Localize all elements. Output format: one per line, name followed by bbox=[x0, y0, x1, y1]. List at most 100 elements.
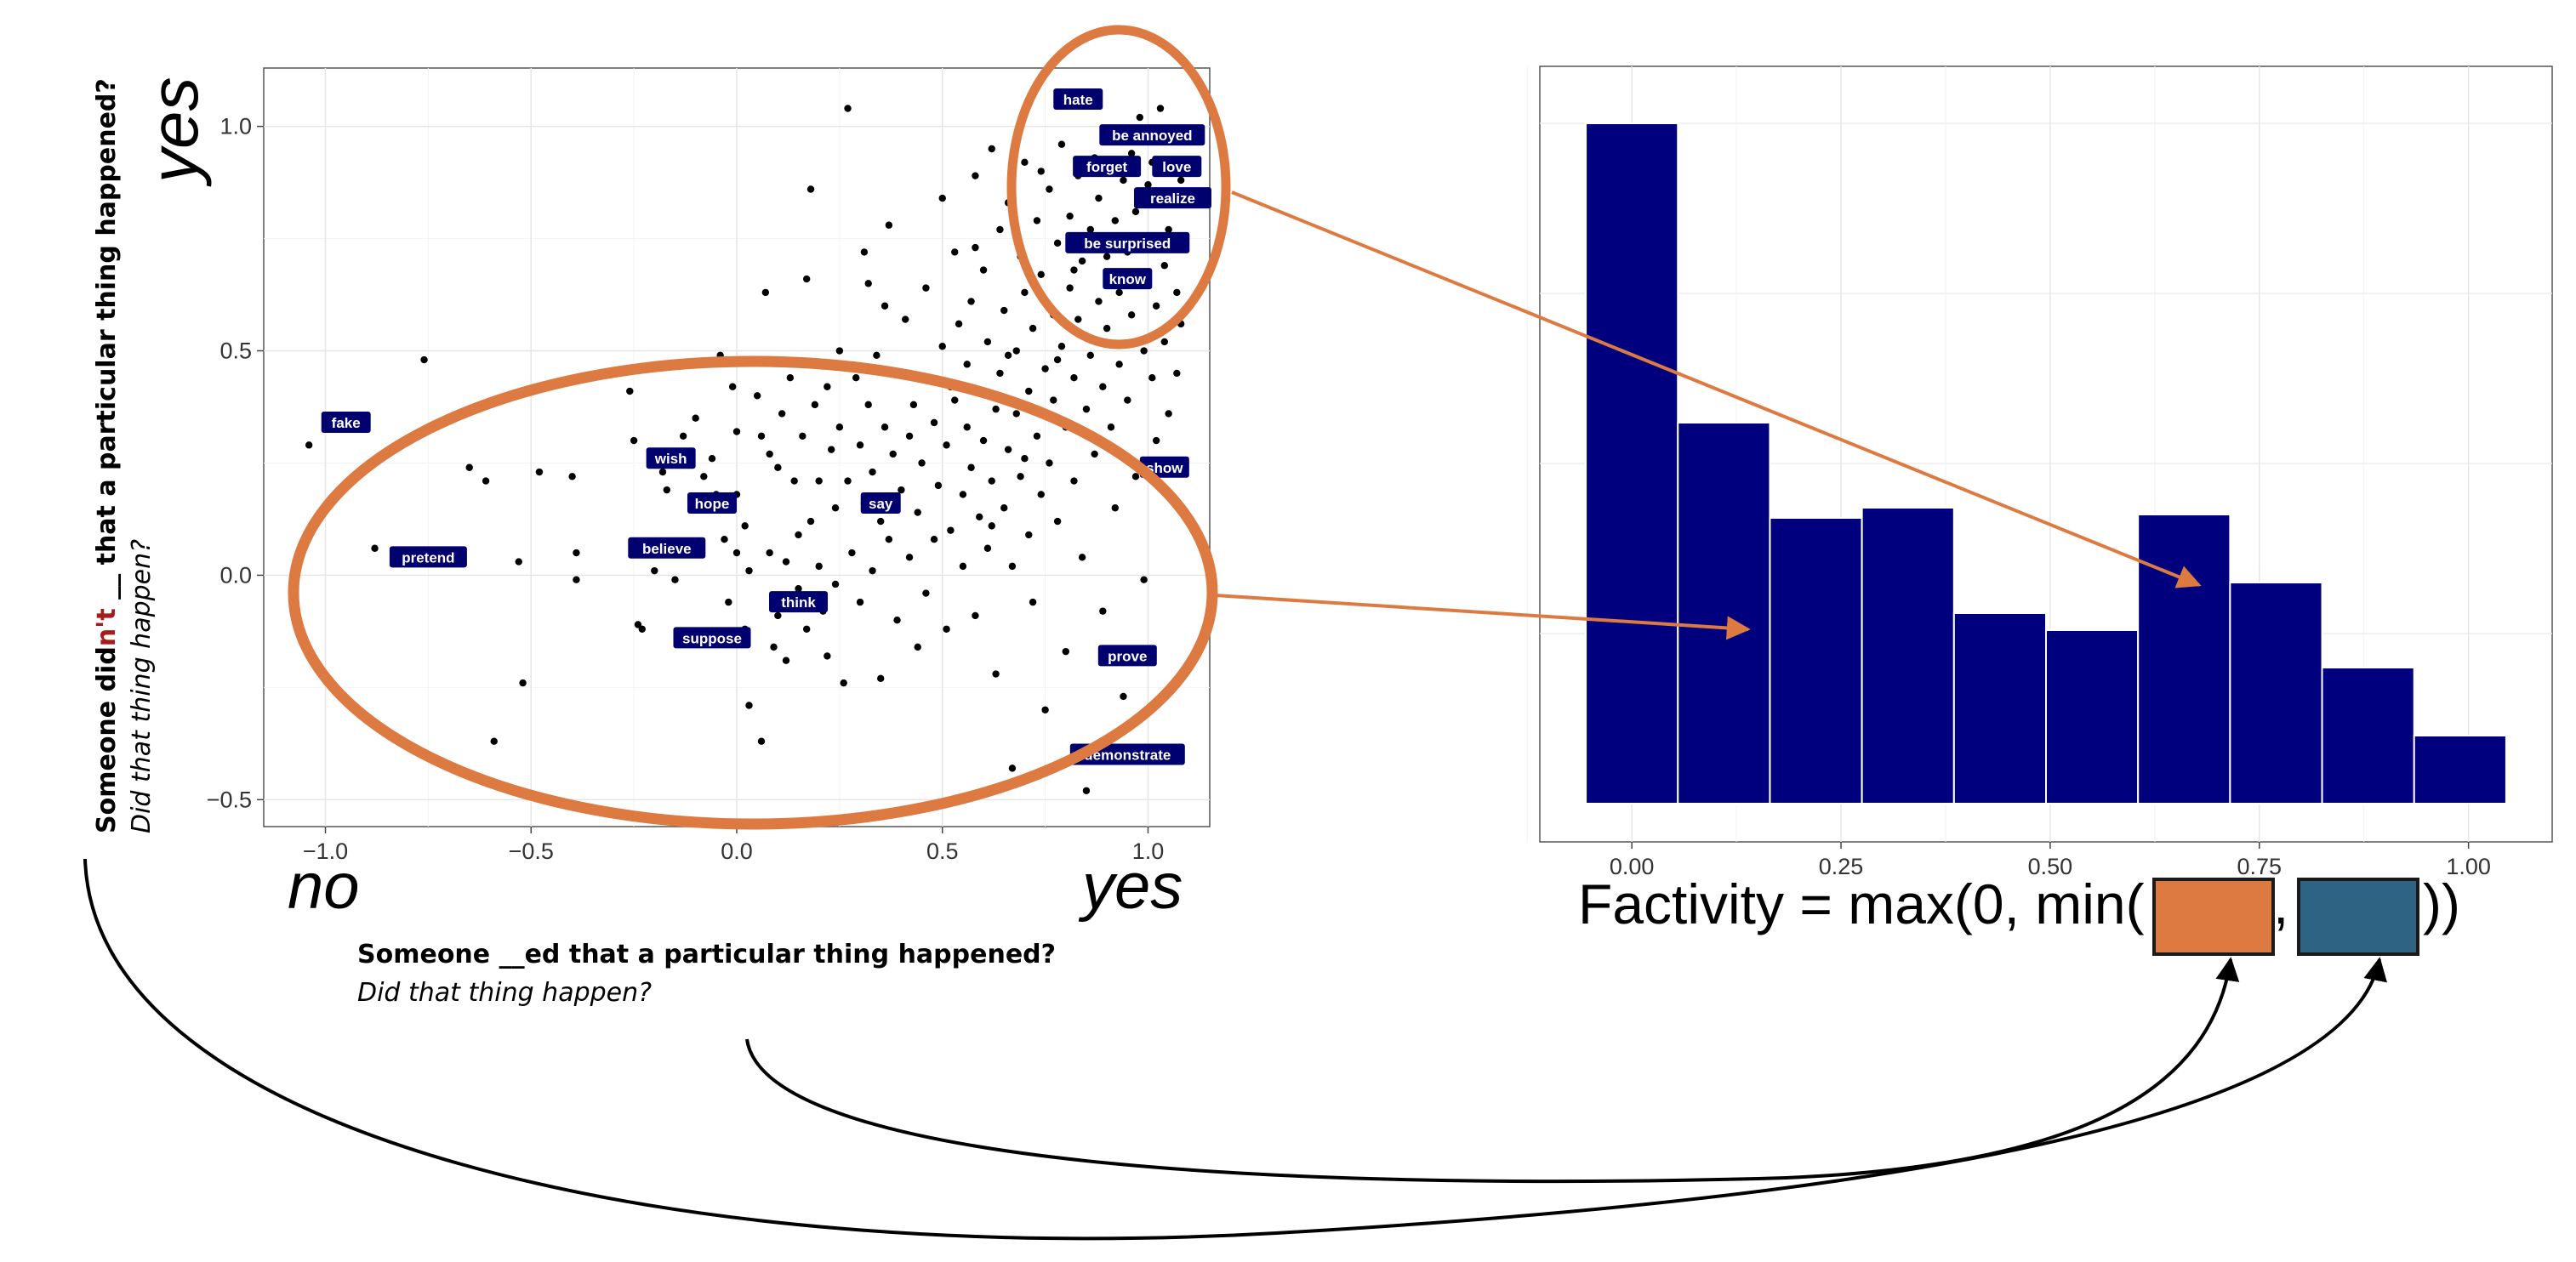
scatter-point bbox=[951, 248, 959, 256]
verb-label-text: wish bbox=[654, 451, 687, 467]
scatter-point bbox=[1160, 338, 1169, 346]
scatter-point bbox=[1082, 405, 1091, 413]
scatter-point bbox=[934, 481, 943, 490]
scatter-point bbox=[1095, 298, 1103, 305]
scatter-point bbox=[976, 513, 983, 521]
scatter-point bbox=[835, 347, 844, 355]
scatter-point bbox=[1115, 288, 1123, 297]
scatter-point bbox=[844, 477, 852, 485]
x-axis-yes-word: yes bbox=[1082, 850, 1183, 923]
hist-x-tick-label: 1.00 bbox=[2446, 854, 2491, 879]
scatter-point bbox=[786, 373, 795, 382]
scatter-point bbox=[802, 275, 811, 283]
scatter-point bbox=[305, 441, 313, 449]
scatter-point bbox=[1095, 194, 1103, 202]
negated-question: Someone didn't __ that a particular thin… bbox=[92, 0, 122, 833]
verb-label-text: demonstrate bbox=[1084, 748, 1171, 764]
scatter-point bbox=[1070, 373, 1078, 382]
scatter-point bbox=[1021, 454, 1029, 463]
scatter-y-tick-label: 0.0 bbox=[219, 562, 252, 588]
scatter-point bbox=[806, 517, 815, 526]
scatter-point bbox=[1103, 324, 1111, 333]
hist-x-tick-label: 0.00 bbox=[1610, 854, 1655, 879]
scatter-point bbox=[1041, 365, 1049, 372]
scatter-point bbox=[465, 463, 473, 471]
scatter-point bbox=[918, 459, 926, 467]
scatter-point bbox=[1124, 396, 1131, 404]
scatter-point bbox=[728, 383, 737, 390]
scatter-point bbox=[1017, 473, 1024, 480]
scatter-point bbox=[782, 657, 790, 664]
scatter-point bbox=[1029, 598, 1037, 606]
verb-label-box bbox=[1133, 187, 1211, 209]
scatter-point bbox=[1173, 288, 1181, 297]
scatter-point bbox=[745, 702, 753, 709]
scatter-point bbox=[1165, 410, 1172, 418]
scatter-point bbox=[815, 477, 823, 485]
scatter-point bbox=[967, 298, 975, 305]
scatter-point bbox=[828, 446, 835, 453]
verb-label-box bbox=[687, 492, 737, 514]
scatter-x-tick-label: 0.0 bbox=[721, 838, 753, 864]
hist-x-tick-label: 0.75 bbox=[2237, 854, 2282, 879]
scatter-point bbox=[795, 531, 802, 539]
scatter-point bbox=[881, 424, 889, 431]
scatter-point bbox=[951, 396, 959, 404]
scatter-point bbox=[638, 625, 646, 633]
formula-comma: , bbox=[2273, 873, 2289, 935]
verb-label-box bbox=[1065, 231, 1190, 253]
scatter-point bbox=[873, 351, 881, 359]
histogram-ticks: 0.00 0.25 0.50 0.75 1.00 bbox=[1610, 842, 2491, 879]
histogram-bar bbox=[1952, 612, 2047, 804]
verb-label-text: show bbox=[1146, 460, 1183, 476]
scatter-point bbox=[1120, 176, 1127, 185]
scatter-point bbox=[1078, 554, 1086, 561]
scatter-point bbox=[1037, 491, 1045, 498]
scatter-point bbox=[1148, 373, 1156, 382]
scatter-point bbox=[963, 361, 971, 368]
scatter-point bbox=[1173, 369, 1181, 378]
verb-label-box bbox=[860, 492, 901, 514]
scatter-point bbox=[972, 611, 979, 620]
scatter-y-tick-label: −0.5 bbox=[207, 787, 252, 812]
scatter-point bbox=[869, 468, 876, 476]
scatter-point bbox=[840, 679, 847, 687]
scatter-point bbox=[877, 674, 885, 683]
histogram-bar bbox=[2321, 667, 2415, 804]
verb-label-box bbox=[1073, 156, 1142, 178]
scatter-point bbox=[889, 450, 897, 458]
scatter-point bbox=[1021, 288, 1029, 297]
scatter-point bbox=[922, 284, 930, 292]
scatter-point bbox=[1156, 105, 1165, 112]
scatter-point bbox=[658, 468, 667, 476]
scatter-point bbox=[1037, 168, 1045, 175]
scatter-point bbox=[811, 401, 819, 409]
scatter-point bbox=[1050, 396, 1057, 404]
scatter-point bbox=[1127, 150, 1136, 157]
scatter-point bbox=[1160, 262, 1169, 270]
scatter-point bbox=[1127, 311, 1136, 319]
hist-x-tick-label: 0.50 bbox=[2028, 854, 2073, 879]
scatter-point bbox=[963, 424, 971, 431]
scatter-point bbox=[930, 536, 938, 543]
scatter-point bbox=[1120, 692, 1127, 701]
scatter-point bbox=[885, 536, 893, 543]
scatter-point bbox=[905, 554, 914, 561]
scatter-point bbox=[1057, 343, 1066, 350]
scatter-point bbox=[848, 549, 856, 557]
scatter-point bbox=[1136, 113, 1144, 122]
scatter-ticks: −1.0 −0.5 0.0 0.5 1.0 −0.5 0.0 0.5 1.0 bbox=[207, 114, 1165, 864]
scatter-point bbox=[663, 486, 671, 494]
affirmative-question: Someone __ed that a particular thing hap… bbox=[357, 940, 1057, 969]
scatter-y-tick-label: 1.0 bbox=[219, 114, 252, 139]
scatter-point bbox=[831, 580, 840, 588]
scatter-point bbox=[1107, 424, 1115, 431]
scatter-point bbox=[761, 288, 770, 297]
scatter-point bbox=[1165, 225, 1172, 234]
scatter-point bbox=[988, 145, 995, 153]
scatter-point bbox=[651, 566, 658, 575]
scatter-point bbox=[1053, 239, 1062, 247]
scatter-point bbox=[938, 194, 946, 202]
scatter-point bbox=[732, 428, 741, 435]
scatter-point bbox=[815, 562, 823, 571]
